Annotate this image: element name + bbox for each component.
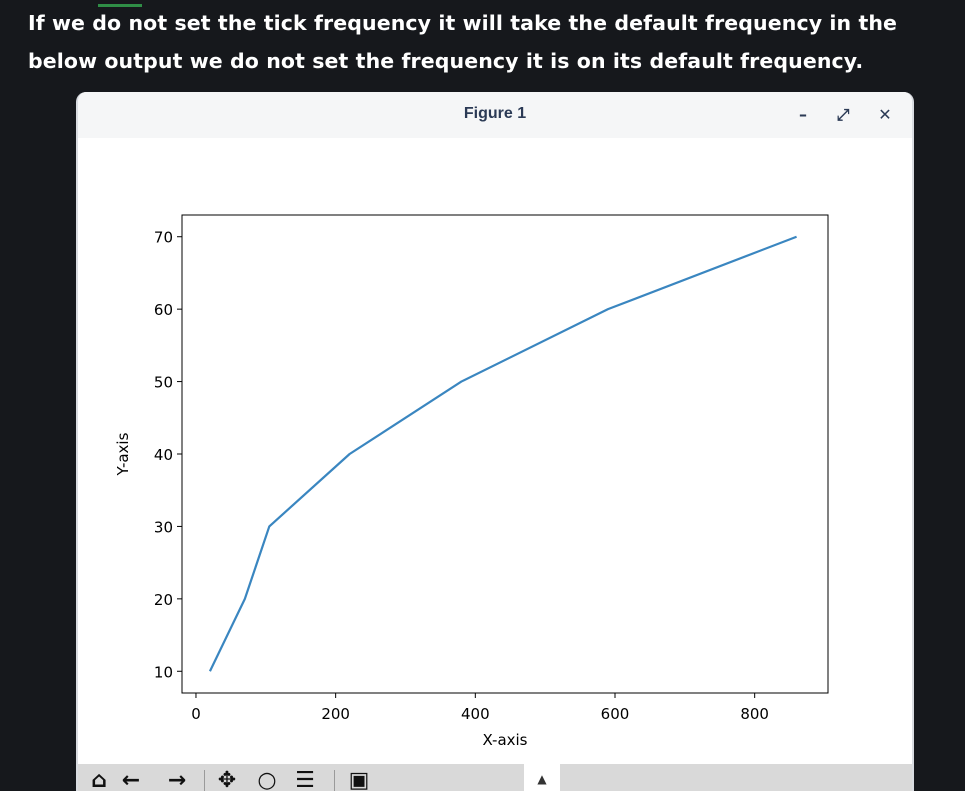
accent-bar — [98, 4, 142, 7]
y-tick-label: 20 — [154, 591, 173, 609]
back-arrow-icon[interactable]: ← — [121, 768, 141, 791]
x-tick-label: 0 — [191, 705, 201, 723]
x-tick-label: 800 — [740, 705, 769, 723]
save-icon[interactable]: ▣ — [348, 768, 370, 791]
y-tick-label: 30 — [154, 518, 173, 536]
window-title: Figure 1 — [463, 105, 527, 122]
toolbar-separator — [204, 770, 205, 791]
minimize-button[interactable]: – — [799, 105, 807, 124]
configure-subplots-icon[interactable]: ☰ — [295, 768, 315, 791]
y-axis-label: Y-axis — [114, 432, 132, 476]
y-tick-label: 10 — [154, 663, 173, 681]
navigation-toolbar: ⌂ ← → ✥ ○ ☰ ▣ ▲ — [78, 764, 912, 791]
y-tick-label: 40 — [154, 446, 173, 464]
y-tick-label: 50 — [154, 374, 173, 392]
zoom-icon[interactable]: ○ — [257, 768, 277, 791]
maximize-button[interactable]: ⤢ — [836, 105, 850, 124]
position-toggle-button[interactable]: ▲ — [524, 764, 560, 791]
x-axis-label: X-axis — [483, 731, 528, 749]
chart-canvas: 0 200 400 600 800 10 20 30 40 50 60 70 X-axis Y-axis — [114, 214, 829, 749]
x-tick-label: 400 — [461, 705, 490, 723]
window-titlebar[interactable]: Figure 1 – ⤢ ✕ — [78, 92, 912, 138]
intro-text: If we do not set the tick frequency it w… — [28, 11, 898, 73]
x-tick-label: 600 — [601, 705, 630, 723]
forward-arrow-icon[interactable]: → — [167, 768, 187, 791]
x-tick-label: 200 — [321, 705, 350, 723]
toolbar-separator — [334, 770, 335, 791]
home-icon[interactable]: ⌂ — [91, 768, 107, 791]
figure-window: Figure 1 – ⤢ ✕ 0 200 400 600 800 10 20 30 40 50 60… — [76, 92, 914, 791]
pan-icon[interactable]: ✥ — [217, 768, 237, 791]
plot-frame — [181, 214, 829, 694]
series-line — [208, 235, 797, 672]
y-tick-label: 70 — [154, 229, 173, 247]
article-paragraph: If we do not set the tick frequency it w… — [28, 4, 958, 80]
y-tick-label: 60 — [154, 301, 173, 319]
close-button[interactable]: ✕ — [878, 105, 892, 124]
